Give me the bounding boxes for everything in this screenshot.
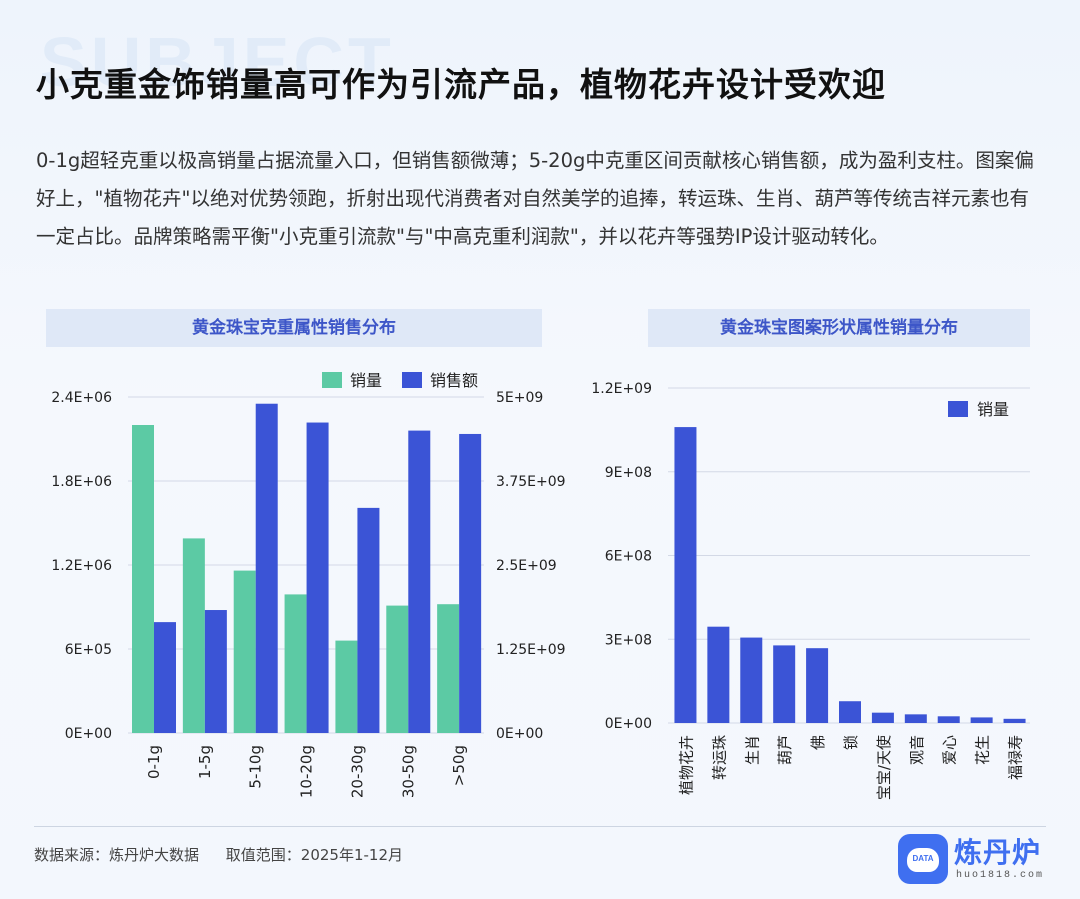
- y-axis-tick-label: 3E+08: [605, 632, 652, 648]
- x-axis-category-label: 福禄寿: [1007, 735, 1025, 780]
- data-range: 取值范围：2025年1-12月: [225, 846, 404, 864]
- footer: 数据来源：炼丹炉大数据 取值范围：2025年1-12月: [34, 844, 403, 865]
- bar-sales-volume: [233, 570, 256, 733]
- bar-sales-amount: [154, 622, 176, 733]
- bar-pattern-sales: [904, 714, 927, 723]
- x-axis-category-label: 5-10g: [247, 745, 265, 789]
- legend-swatch-sales-volume: [948, 401, 968, 417]
- x-axis-category-label: 葫芦: [776, 735, 794, 765]
- left-axis-tick-label: 6E+05: [65, 642, 112, 658]
- bar-sales-volume: [335, 640, 358, 733]
- bar-pattern-sales: [970, 717, 993, 723]
- summary-paragraph: 0-1g超轻克重以极高销量占据流量入口，但销售额微薄；5-20g中克重区间贡献核…: [36, 149, 1034, 248]
- brand-url: huo1818.com: [956, 870, 1045, 881]
- legend-swatch-sales-volume: [322, 372, 342, 388]
- background-watermark: SUBJECT: [40, 23, 395, 101]
- y-axis-tick-label: 6E+08: [605, 549, 652, 565]
- legend-label-sales-amount: 销售额: [430, 371, 478, 390]
- bar-sales-volume: [437, 604, 460, 733]
- x-axis-category-label: 锁: [842, 735, 860, 750]
- x-axis-category-label: 0-1g: [145, 745, 163, 779]
- brand-logo: DATA 炼丹炉 huo1818.com: [898, 834, 1058, 888]
- bar-sales-amount: [204, 610, 227, 733]
- cauldron-icon: DATA: [898, 834, 948, 884]
- x-axis-category-label: 植物花卉: [677, 735, 695, 795]
- brand-name: 炼丹炉: [954, 836, 1042, 869]
- bar-sales-amount: [255, 403, 278, 733]
- legend-label-sales-volume: 销量: [977, 400, 1009, 419]
- legend-label-sales-volume: 销量: [350, 371, 382, 390]
- x-axis-category-label: 观音: [908, 735, 926, 765]
- x-axis-category-label: >50g: [450, 745, 468, 786]
- x-axis-category-label: 30-50g: [399, 745, 417, 798]
- left-axis-tick-label: 1.2E+06: [51, 558, 112, 574]
- weight-chart-title: 黄金珠宝克重属性销售分布: [46, 309, 542, 347]
- x-axis-category-label: 佛: [809, 735, 827, 750]
- y-axis-tick-label: 0E+00: [605, 716, 652, 732]
- bar-sales-volume: [386, 605, 409, 733]
- footer-divider: [34, 826, 1046, 827]
- x-axis-category-label: 转运珠: [710, 735, 728, 780]
- bar-sales-volume: [132, 425, 154, 733]
- bar-sales-amount: [459, 433, 482, 733]
- bar-sales-amount: [357, 507, 380, 733]
- bar-sales-volume: [182, 538, 205, 733]
- left-axis-tick-label: 0E+00: [65, 726, 112, 742]
- right-axis-tick-label: 1.25E+09: [496, 642, 566, 658]
- right-axis-tick-label: 3.75E+09: [496, 474, 566, 490]
- right-axis-tick-label: 5E+09: [496, 390, 543, 406]
- legend-swatch-sales-amount: [402, 372, 422, 388]
- bar-sales-amount: [408, 430, 431, 733]
- x-axis-category-label: 20-30g: [348, 745, 366, 798]
- right-axis-tick-label: 0E+00: [496, 726, 543, 742]
- x-axis-category-label: 生肖: [743, 735, 761, 765]
- x-axis-category-label: 宝宝/天使: [875, 735, 893, 800]
- bar-pattern-sales: [937, 716, 960, 723]
- bar-pattern-sales: [1003, 718, 1026, 723]
- x-axis-category-label: 爱心: [941, 735, 959, 765]
- x-axis-category-label: 10-20g: [298, 745, 316, 798]
- right-axis-tick-label: 2.5E+09: [496, 558, 557, 574]
- y-axis-tick-label: 9E+08: [605, 465, 652, 481]
- x-axis-category-label: 花生: [974, 735, 992, 765]
- bar-pattern-sales: [773, 645, 796, 723]
- left-axis-tick-label: 1.8E+06: [51, 474, 112, 490]
- y-axis-tick-label: 1.2E+09: [591, 381, 652, 397]
- data-source: 数据来源：炼丹炉大数据: [34, 846, 200, 864]
- left-axis-tick-label: 2.4E+06: [51, 390, 112, 406]
- bar-pattern-sales: [740, 637, 763, 723]
- bar-pattern-sales: [839, 701, 861, 723]
- pattern-chart-title: 黄金珠宝图案形状属性销量分布: [648, 309, 1030, 347]
- bar-pattern-sales: [707, 626, 730, 723]
- x-axis-category-label: 1-5g: [196, 745, 214, 779]
- bar-pattern-sales: [674, 427, 697, 723]
- bar-pattern-sales: [871, 712, 894, 723]
- bar-sales-volume: [284, 594, 307, 733]
- bar-pattern-sales: [806, 648, 829, 723]
- page-title: 小克重金饰销量高可作为引流产品，植物花卉设计受欢迎: [36, 65, 886, 104]
- bar-sales-amount: [306, 422, 329, 733]
